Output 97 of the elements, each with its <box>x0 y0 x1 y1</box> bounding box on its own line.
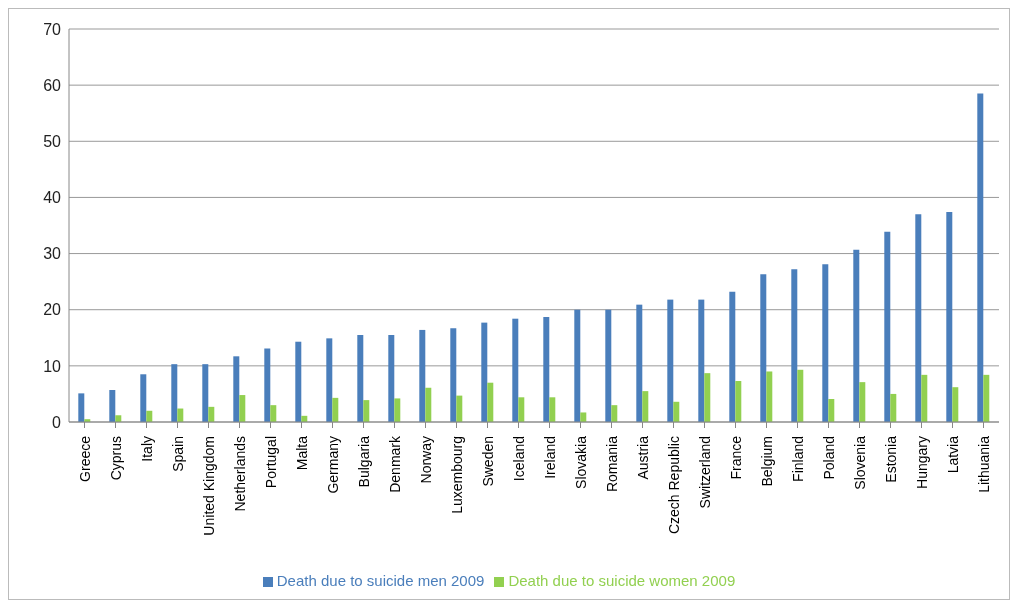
bar <box>611 405 618 422</box>
x-tick-label: Sweden <box>479 436 496 487</box>
bar <box>481 322 488 422</box>
bar <box>171 364 178 422</box>
x-tick-label: Portugal <box>262 436 279 489</box>
bar <box>890 393 897 422</box>
y-tick-label: 30 <box>43 245 62 263</box>
x-tick-label: Hungary <box>913 436 930 489</box>
bar <box>977 93 984 422</box>
x-tick-label: Switzerland <box>696 436 713 509</box>
bar <box>326 338 333 422</box>
bar <box>208 406 215 422</box>
x-tick-label: Czech Republic <box>665 436 682 535</box>
bar <box>146 410 153 422</box>
bar <box>791 269 798 422</box>
bar <box>78 393 85 422</box>
x-tick-label: Italy <box>138 436 155 462</box>
bar <box>295 341 302 422</box>
legend-label: Death due to suicide women 2009 <box>508 572 736 589</box>
x-tick-label: Spain <box>169 436 186 472</box>
x-tick-label: Lithuania <box>975 435 992 493</box>
bar <box>512 318 519 422</box>
bar <box>859 382 866 422</box>
x-tick-label: Austria <box>634 435 651 480</box>
bar <box>605 309 612 422</box>
y-tick-label: 50 <box>43 132 62 150</box>
x-tick-label: Poland <box>820 436 837 480</box>
bar <box>332 397 339 422</box>
bar <box>698 299 705 422</box>
bar <box>549 397 556 422</box>
x-tick-label: Latvia <box>944 435 961 474</box>
bar <box>456 395 463 422</box>
x-tick-label: Belgium <box>758 436 775 487</box>
x-tick-label: Romania <box>603 435 620 493</box>
bar <box>425 387 432 422</box>
y-tick-label: 0 <box>52 413 62 431</box>
bar <box>983 374 990 422</box>
bar <box>915 214 922 422</box>
bar <box>673 401 680 422</box>
bar <box>884 231 891 422</box>
y-tick-label: 60 <box>43 76 62 94</box>
x-tick-label: Luxembourg <box>448 436 465 514</box>
bar <box>704 373 711 422</box>
bar <box>233 356 240 422</box>
bar <box>363 400 370 422</box>
bar <box>487 382 494 422</box>
bar <box>760 274 767 422</box>
bar <box>797 369 804 422</box>
bar <box>270 405 277 422</box>
y-tick-label: 20 <box>43 301 62 319</box>
x-tick-label: Bulgaria <box>355 435 372 488</box>
bar <box>264 348 271 422</box>
bar <box>357 334 364 422</box>
x-tick-label: Slovenia <box>851 435 868 490</box>
x-tick-label: Norway <box>417 436 434 484</box>
bar <box>543 317 550 422</box>
x-tick-label: United Kingdom <box>200 436 217 536</box>
bar <box>636 304 643 422</box>
y-tick-label: 10 <box>43 357 62 375</box>
x-tick-label: Cyprus <box>107 436 124 481</box>
bar <box>518 397 525 422</box>
x-tick-label: Greece <box>76 435 93 482</box>
bar <box>853 249 860 422</box>
bar <box>202 364 209 422</box>
x-tick-label: Slovakia <box>572 435 589 489</box>
bar <box>952 387 959 422</box>
bar <box>642 391 649 422</box>
x-tick-label: Estonia <box>882 435 899 483</box>
bar <box>766 371 773 422</box>
bar <box>946 212 953 422</box>
bar <box>109 390 116 422</box>
x-tick-label: Ireland <box>541 436 558 479</box>
bar <box>729 291 736 422</box>
x-tick-label: Germany <box>324 436 341 494</box>
bar <box>828 398 835 422</box>
bar <box>921 374 928 422</box>
bar <box>667 299 674 422</box>
bar <box>115 415 122 422</box>
bar <box>239 395 246 422</box>
bar <box>735 381 742 422</box>
bar <box>450 328 457 422</box>
x-tick-label: Finland <box>789 436 806 482</box>
x-tick-label: Malta <box>293 435 310 471</box>
bar <box>822 264 829 422</box>
x-tick-label: Iceland <box>510 436 527 482</box>
x-tick-label: Netherlands <box>231 436 248 512</box>
x-tick-label: Denmark <box>386 435 403 493</box>
x-tick-label: France <box>727 435 744 480</box>
bar <box>394 398 401 422</box>
bar <box>388 334 395 422</box>
bar <box>419 329 426 422</box>
bar <box>580 412 587 422</box>
y-tick-label: 70 <box>43 20 62 38</box>
y-tick-label: 40 <box>43 189 62 207</box>
legend-label: Death due to suicide men 2009 <box>276 572 485 589</box>
bar <box>574 309 581 422</box>
bar <box>140 374 147 422</box>
